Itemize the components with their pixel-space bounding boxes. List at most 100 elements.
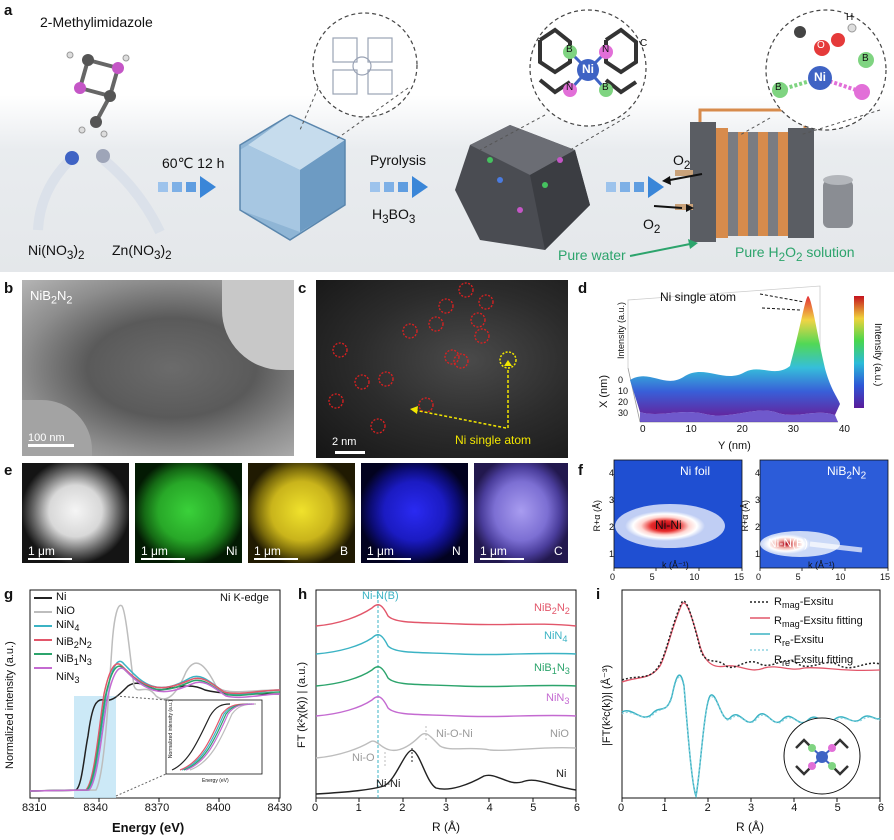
ft-label-nib2n2: NiB2N2 xyxy=(534,602,570,617)
panel-d-y-label: Y (nm) xyxy=(718,440,751,452)
eds-scale-4: 1 μm xyxy=(367,544,394,558)
eds-scale-bar-1 xyxy=(28,558,72,560)
panel-label-d: d xyxy=(578,280,588,297)
wt-right-xticks: 0 5 10 15 xyxy=(756,572,890,582)
atom-n-2: N xyxy=(566,82,574,93)
scale-bar-c xyxy=(335,451,365,454)
scale-bar-b-label: 100 nm xyxy=(28,432,65,444)
xanes-curve-nib2n2 xyxy=(29,663,281,792)
panel-d-annotation: Ni single atom xyxy=(660,290,737,304)
panel-label-i: i xyxy=(596,586,601,603)
eds-map-n xyxy=(361,463,468,563)
h2o2-adsorption-site xyxy=(772,23,874,100)
electrolyzer xyxy=(675,108,853,242)
fitting-chart xyxy=(621,589,881,802)
intensity-3d-surface xyxy=(627,285,864,423)
carbon-polyhedron xyxy=(455,125,590,250)
wt-left-title: Ni foil xyxy=(680,464,711,478)
eds-scale-bar-5 xyxy=(480,558,524,560)
ft-label-ni: Ni xyxy=(556,768,567,780)
tem-background-region xyxy=(222,280,294,370)
o2-bottom-label: O2 xyxy=(643,216,661,236)
wt-right-feature: Ni-N(B) xyxy=(768,536,808,550)
xanes-legend: Ni NiO NiN4 NiB2N2 NiB1N3 NiN3 xyxy=(56,591,92,685)
step2-label: Pyrolysis xyxy=(370,152,427,168)
pure-h2o2-label: Pure H2O2 solution xyxy=(735,244,855,264)
panel-label-e: e xyxy=(4,462,13,479)
ft-curve-ni xyxy=(315,749,577,795)
pure-water-label: Pure water xyxy=(558,247,626,263)
wt-right-xlabel: k (Å⁻¹) xyxy=(808,560,835,570)
ft-annot-ni-o-ni: Ni-O-Ni xyxy=(436,728,473,740)
single-atom-markers xyxy=(328,282,517,434)
ft-annot-ni-ni: Ni-Ni xyxy=(376,778,401,790)
o2-top-label: O2 xyxy=(673,152,691,172)
eds-label-b: B xyxy=(340,544,349,558)
ft-label-nib1n3: NiB1N3 xyxy=(534,662,570,677)
precursor-label: 2-Methylimidazole xyxy=(40,14,153,30)
eds-haadf xyxy=(22,463,129,563)
atom-c-1: C xyxy=(640,38,648,49)
nib2n2-site xyxy=(538,27,638,97)
atom-ni-center: Ni xyxy=(582,62,594,76)
wavelet-transform-plots xyxy=(613,459,889,571)
xanes-title: Ni K-edge xyxy=(220,592,269,604)
ft-label-nin3: NiN3 xyxy=(546,692,570,707)
panel-label-g: g xyxy=(4,586,14,603)
fit-curve-rmag-fitting xyxy=(621,602,881,683)
panel-a-scheme xyxy=(33,9,887,257)
ft-annot-ni-n-b: Ni-N(B) xyxy=(362,590,399,602)
panel-d-y-ticks: 0 10 20 30 40 xyxy=(640,424,850,435)
ft-label-nin4: NiN4 xyxy=(544,630,568,645)
atom-b-2: B xyxy=(602,82,609,93)
wt-left-feature: Ni-Ni xyxy=(655,518,682,532)
framework-zoom-circle xyxy=(312,12,418,118)
ft-curve-nin3 xyxy=(315,696,577,718)
arrow-3 xyxy=(606,176,664,198)
wt-left-ylabel: R+α (Å) xyxy=(592,500,602,532)
atom-ni-product: Ni xyxy=(814,70,826,84)
eds-scale-1: 1 μm xyxy=(28,544,55,558)
atom-b-1: B xyxy=(566,44,573,55)
arrow-2 xyxy=(370,176,428,198)
ft-curve-nib1n3 xyxy=(315,666,577,688)
scale-bar-c-label: 2 nm xyxy=(332,436,357,448)
xanes-xticks: 8310 8340 8370 8400 8430 xyxy=(22,802,292,814)
xanes-curve-nin3 xyxy=(29,667,281,792)
xanes-curve-ni xyxy=(29,682,281,792)
panel-d-x-label: X (nm) xyxy=(598,375,610,408)
atom-o-product: O xyxy=(817,40,825,51)
panel-d-z-label: Intensity (a.u.) xyxy=(616,301,626,359)
panel-d-x-ticks: 0 10 20 30 xyxy=(618,375,629,418)
eds-scale-5: 1 μm xyxy=(480,544,507,558)
atom-b-product-2: B xyxy=(862,53,869,64)
eds-label-c: C xyxy=(554,544,563,558)
eds-scale-bar-3 xyxy=(254,558,298,560)
eds-scale-bar-2 xyxy=(141,558,185,560)
wt-left-xlabel: k (Å⁻¹) xyxy=(662,560,689,570)
panel-label-h: h xyxy=(298,586,308,603)
xanes-xlabel: Energy (eV) xyxy=(112,820,185,835)
panel-b-title: NiB2N2 xyxy=(30,288,73,307)
ft-annot-ni-o: Ni-O xyxy=(352,752,375,764)
xanes-chart xyxy=(29,589,281,802)
eds-map-c xyxy=(474,463,568,563)
step1-label: 60℃ 12 h xyxy=(162,155,225,171)
ft-ylabel: FT (k²χ(k)) | (a.u.) xyxy=(296,661,308,749)
eds-map-b xyxy=(248,463,355,563)
panel-label-a-top: a xyxy=(4,2,13,19)
xanes-ylabel: Normalized intensity (a.u.) xyxy=(4,641,16,769)
framework-structure xyxy=(332,37,393,95)
wt-right-title: NiB2N2 xyxy=(827,464,867,482)
ft-curve-nio xyxy=(315,732,577,759)
eds-label-ni: Ni xyxy=(226,544,238,558)
methylimidazole-molecule xyxy=(66,51,130,138)
ni-salt-label: Ni(NO3)2 xyxy=(28,242,85,262)
tem-image-b xyxy=(22,280,294,456)
fit-curve-rmag xyxy=(621,600,881,681)
atom-h-product: H xyxy=(846,12,854,23)
